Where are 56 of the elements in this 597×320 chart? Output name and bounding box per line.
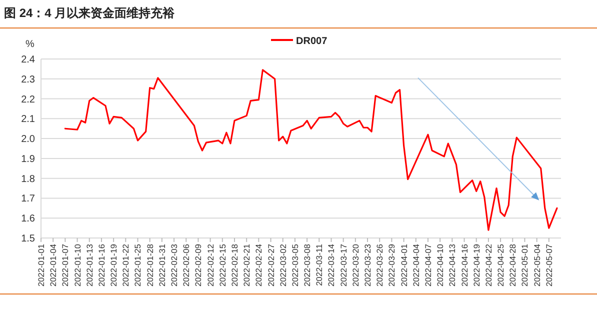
x-tick-label: 2022-02-12 — [205, 244, 216, 286]
y-axis-title: % — [26, 39, 35, 50]
x-tick-label: 2022-02-03 — [169, 244, 180, 286]
x-tick-label: 2022-03-20 — [350, 244, 360, 286]
y-tick-label: 2.4 — [21, 54, 36, 66]
y-tick-label: 2.0 — [21, 134, 36, 146]
x-tick-label: 2022-03-29 — [386, 244, 397, 286]
x-tick-label: 2022-01-19 — [108, 244, 119, 286]
y-tick-label: 2.2 — [21, 94, 36, 106]
x-tick-label: 2022-02-27 — [266, 244, 276, 286]
y-tick-label: 1.9 — [21, 154, 36, 165]
x-tick-label: 2022-03-14 — [326, 244, 336, 286]
x-tick-label: 2022-01-01 — [36, 244, 46, 286]
x-tick-label: 2022-05-01 — [520, 244, 530, 286]
chart-title: 图 24：4 月以来资金面维持充裕 — [4, 6, 176, 20]
y-tick-label: 2.1 — [21, 114, 36, 126]
x-tick-label: 2022-01-16 — [96, 244, 106, 286]
x-tick-label: 2022-04-07 — [422, 244, 433, 286]
x-tick-label: 2022-01-28 — [144, 244, 155, 286]
x-tick-label: 2022-02-21 — [242, 244, 252, 286]
y-tick-label: 1.5 — [21, 234, 36, 244]
y-tick-label: 1.7 — [21, 194, 36, 205]
x-tick-label: 2022-02-09 — [193, 244, 204, 286]
x-tick-label: 2022-03-11 — [314, 244, 324, 286]
x-tick-label: 2022-04-16 — [459, 244, 470, 286]
y-tick-label: 2.3 — [21, 74, 36, 86]
x-tick-label: 2022-03-08 — [302, 244, 312, 286]
x-tick-label: 2022-04-01 — [398, 244, 409, 286]
x-tick-label: 2022-04-10 — [435, 244, 446, 286]
x-tick-label: 2022-03-05 — [290, 244, 300, 286]
x-tick-label: 2022-04-25 — [496, 244, 506, 286]
x-tick-label: 2022-04-13 — [447, 244, 458, 286]
x-tick-label: 2022-04-28 — [508, 244, 518, 286]
x-tick-label: 2022-03-23 — [362, 244, 373, 286]
x-tick-label: 2022-01-10 — [72, 244, 82, 286]
x-tick-label: 2022-02-06 — [181, 244, 192, 286]
x-tick-label: 2022-04-04 — [410, 244, 421, 286]
x-tick-label: 2022-04-19 — [471, 244, 482, 286]
x-tick-label: 2022-01-31 — [156, 244, 167, 286]
y-tick-label: 1.8 — [21, 174, 36, 185]
x-tick-label: 2022-01-13 — [84, 244, 94, 286]
x-tick-label: 2022-03-17 — [338, 244, 348, 286]
x-tick-label: 2022-05-04 — [532, 244, 542, 286]
x-tick-label: 2022-05-07 — [544, 244, 554, 286]
x-tick-label: 2022-01-04 — [48, 244, 58, 286]
y-tick-label: 1.6 — [21, 214, 36, 225]
x-tick-label: 2022-01-22 — [120, 244, 131, 286]
x-tick-label: 2022-02-24 — [254, 244, 264, 286]
x-tick-label: 2022-02-15 — [217, 244, 228, 286]
x-tick-label: 2022-02-18 — [229, 244, 240, 286]
x-tick-label: 2022-01-07 — [60, 244, 70, 286]
legend-label: DR007 — [296, 36, 328, 47]
x-tick-label: 2022-03-26 — [374, 244, 385, 286]
x-tick-label: 2022-03-02 — [278, 244, 288, 286]
x-tick-label: 2022-04-22 — [483, 244, 494, 286]
x-tick-label: 2022-01-25 — [132, 244, 143, 286]
